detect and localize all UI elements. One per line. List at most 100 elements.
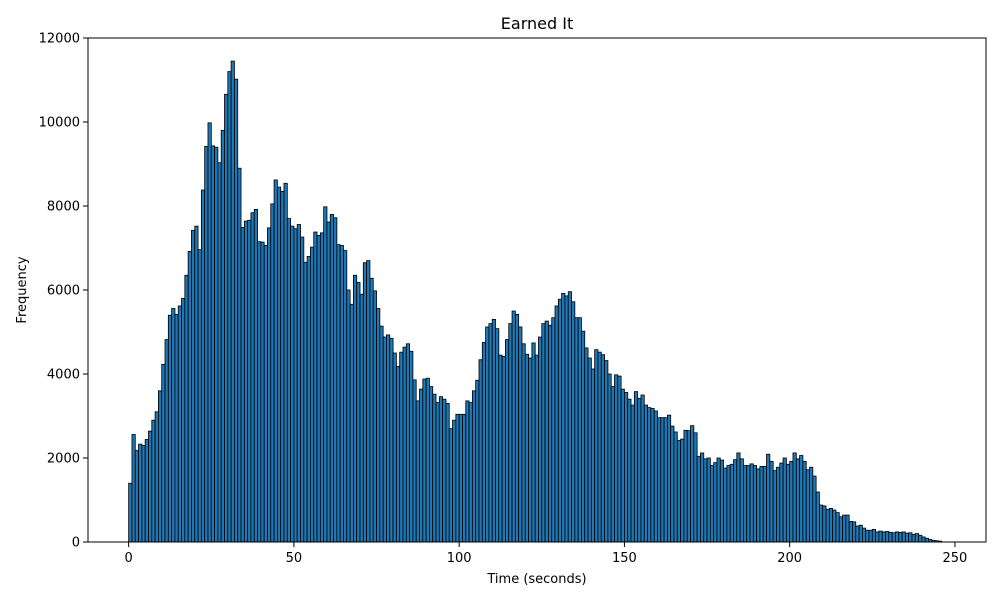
histogram-bar: [247, 219, 252, 543]
histogram-bar: [392, 352, 397, 543]
histogram-bar: [904, 532, 910, 543]
histogram-bar: [273, 179, 278, 543]
histogram-bar: [224, 93, 229, 543]
histogram-bar: [171, 308, 176, 543]
x-tick-label: 100: [447, 551, 472, 566]
histogram-bar: [792, 452, 797, 543]
y-tick-label: 10000: [39, 116, 80, 131]
histogram-bar: [802, 460, 807, 543]
histogram-bar: [237, 167, 242, 543]
histogram-bar: [250, 212, 255, 543]
histogram-bar: [465, 400, 470, 543]
histogram-bar: [640, 394, 645, 543]
histogram-bar: [564, 295, 569, 543]
histogram-bar: [177, 305, 182, 543]
histogram-bar: [597, 351, 602, 543]
histogram-bar: [283, 182, 288, 543]
histogram-bar: [438, 396, 444, 543]
histogram-bar: [376, 308, 381, 543]
histogram-bar: [399, 351, 404, 543]
histogram-bar: [141, 444, 146, 543]
histogram-bar: [557, 298, 563, 543]
histogram-bar: [538, 336, 543, 543]
histogram-bar: [686, 430, 691, 543]
histogram-bar: [548, 324, 553, 543]
histogram-bar: [382, 336, 387, 543]
histogram-bar: [445, 402, 450, 543]
histogram-bar: [471, 390, 477, 543]
histogram-bar: [713, 462, 718, 543]
histogram-bar: [386, 334, 391, 543]
histogram-bar: [766, 453, 771, 543]
histogram-bar: [607, 373, 612, 543]
histogram-bar: [696, 455, 701, 543]
histogram-bar: [779, 462, 784, 543]
x-tick-label: 50: [286, 551, 303, 566]
histogram-bar: [590, 368, 596, 543]
histogram-bar: [339, 245, 344, 543]
histogram-bar: [743, 465, 748, 543]
histogram-bar: [789, 460, 794, 543]
histogram-bar: [432, 393, 437, 543]
histogram-bar: [498, 354, 503, 543]
histogram-bar: [425, 377, 430, 543]
histogram-bar: [676, 439, 682, 543]
y-tick-label: 8000: [47, 200, 80, 215]
histogram-bar: [776, 466, 781, 543]
histogram-bar: [865, 529, 870, 543]
histogram-bar: [772, 470, 777, 543]
histogram-bar: [627, 398, 632, 543]
histogram-bar: [174, 313, 179, 543]
histogram-bar: [442, 398, 447, 543]
histogram-bar: [918, 534, 923, 543]
y-axis: 0 2000 4000 6000 8000 10000 12000: [39, 32, 88, 551]
histogram-bar: [693, 432, 698, 543]
y-tick-label: 6000: [47, 284, 80, 299]
histogram-bar: [670, 425, 675, 543]
histogram-bar: [719, 459, 724, 543]
histogram-bar: [571, 301, 576, 543]
histogram-bar: [161, 363, 166, 543]
x-axis: 0 50 100 150 200 250: [125, 542, 968, 566]
histogram-bar: [210, 145, 215, 543]
histogram-bar: [858, 524, 863, 543]
histogram-bar: [785, 463, 791, 543]
histogram-bar: [217, 162, 222, 543]
histogram-bar: [243, 220, 249, 543]
histogram-bar: [657, 417, 662, 543]
histogram-bar: [610, 386, 615, 543]
histogram-bar: [389, 337, 394, 543]
histogram-bar: [759, 465, 764, 543]
histogram-bar: [257, 241, 262, 543]
histogram-bar: [567, 291, 572, 543]
histogram-bar: [630, 404, 635, 543]
histogram-bar: [475, 379, 480, 543]
histogram-bar: [306, 255, 311, 543]
histogram-bar: [346, 289, 351, 543]
histogram-bar: [666, 414, 672, 543]
histogram-bar: [409, 350, 414, 543]
histogram-bar: [402, 346, 407, 543]
histogram-bar: [448, 428, 453, 543]
histogram-bar: [514, 313, 520, 543]
histogram-bar: [587, 357, 592, 543]
y-tick-label: 0: [72, 536, 80, 551]
histogram-bar: [319, 232, 325, 543]
histogram-bar: [458, 413, 463, 543]
histogram-bar: [200, 189, 206, 543]
x-tick-label: 200: [777, 551, 802, 566]
histogram-bar: [296, 224, 301, 543]
bars-group: [128, 60, 943, 543]
histogram-bar: [227, 71, 232, 543]
histogram-bar: [455, 413, 460, 543]
histogram-bar: [405, 343, 410, 543]
histogram-bar: [372, 290, 377, 543]
histogram-bar: [574, 317, 579, 543]
histogram-bar: [240, 227, 245, 543]
histogram-bar: [726, 465, 731, 543]
histogram-bar: [329, 213, 334, 543]
x-tick-label: 250: [943, 551, 968, 566]
histogram-bar: [782, 457, 787, 543]
histogram-bar: [855, 525, 860, 543]
